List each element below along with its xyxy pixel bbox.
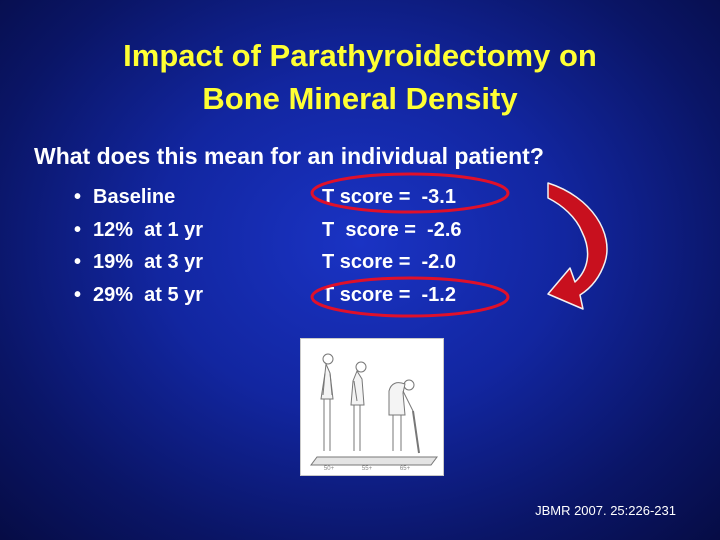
bullet-item: • 29% at 5 yr bbox=[74, 279, 203, 312]
slide-title: Impact of Parathyroidectomy on Bone Mine… bbox=[0, 34, 720, 120]
title-line-1: Impact of Parathyroidectomy on bbox=[123, 38, 597, 73]
title-line-2: Bone Mineral Density bbox=[202, 81, 518, 116]
highlight-ellipse-bottom bbox=[310, 276, 510, 318]
woman-figure-upright bbox=[320, 353, 334, 451]
woman-figure-stooped bbox=[350, 361, 367, 451]
curved-arrow bbox=[547, 182, 608, 310]
slide-subtitle: What does this mean for an individual pa… bbox=[34, 143, 544, 169]
posture-illustration: 50+ 55+ 65+ bbox=[300, 338, 444, 476]
bullet-text: 29% at 5 yr bbox=[93, 283, 204, 306]
bullet-text: Baseline bbox=[93, 186, 176, 208]
woman-figure-hunched-with-cane bbox=[388, 379, 420, 454]
highlight-ellipse-top bbox=[310, 172, 510, 214]
t-score-item: T score = -3.1 bbox=[322, 186, 456, 208]
bullet-item: • 12% at 1 yr bbox=[74, 214, 203, 247]
bullet-text: 12% at 1 yr bbox=[93, 218, 204, 241]
t-score-list: T score = -3.1 T score = -2.6 T score = … bbox=[322, 181, 462, 311]
bullet-marker: • bbox=[74, 218, 82, 241]
figure-label: 50+ bbox=[324, 466, 335, 472]
figure-label: 55+ bbox=[362, 466, 373, 472]
posture-figures: 50+ 55+ 65+ bbox=[310, 353, 438, 472]
t-score-item: T score = -2.0 bbox=[322, 251, 456, 273]
t-score-item: T score = -1.2 bbox=[322, 283, 456, 306]
bullet-marker: • bbox=[74, 251, 82, 273]
bullet-marker: • bbox=[74, 283, 82, 306]
bullet-list: • Baseline • 12% at 1 yr • 19% at 3 yr • 29%… bbox=[74, 181, 203, 311]
bullet-marker: • bbox=[74, 186, 82, 208]
citation: JBMR 2007. 25:226-231 bbox=[535, 503, 676, 518]
bullet-item: • 19% at 3 yr bbox=[74, 246, 203, 279]
bullet-item: • Baseline bbox=[74, 181, 203, 214]
t-score-item: T score = -2.6 bbox=[322, 218, 462, 241]
figure-label: 65+ bbox=[400, 466, 411, 472]
floor-platform bbox=[310, 456, 438, 466]
bullet-text: 19% at 3 yr bbox=[93, 251, 204, 273]
